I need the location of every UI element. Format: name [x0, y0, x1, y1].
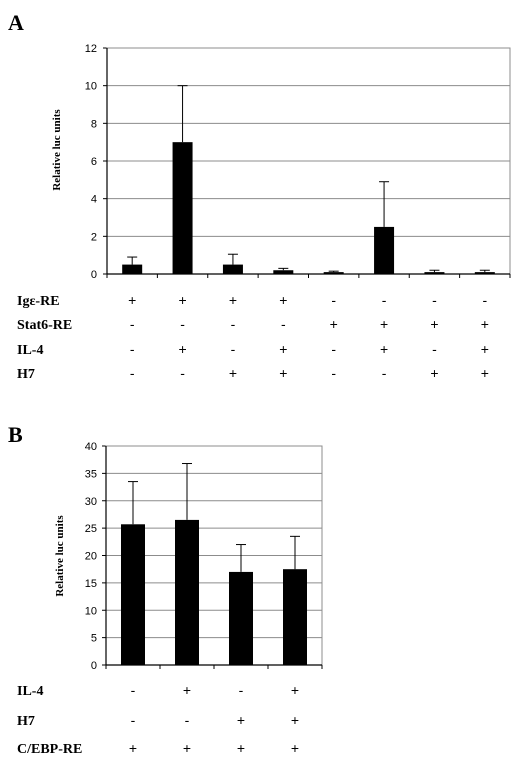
a-condition-sign: - — [130, 341, 135, 357]
a-condition-sign: + — [178, 292, 186, 308]
b-condition-label: C/EBP-RE — [17, 742, 82, 757]
b-condition-sign: + — [129, 740, 137, 756]
a-bar-1 — [122, 264, 143, 274]
a-bar-7 — [424, 272, 445, 274]
a-condition-label: Stat6-RE — [17, 318, 72, 333]
a-condition-sign: + — [128, 292, 136, 308]
b-condition-label: H7 — [17, 714, 35, 729]
a-condition-sign: - — [382, 292, 387, 308]
a-condition-label: H7 — [17, 367, 35, 382]
b-y-tick-label: 0 — [91, 660, 97, 672]
a-condition-sign: - — [482, 292, 487, 308]
a-y-tick-label: 0 — [91, 269, 97, 281]
a-y-tick-label: 4 — [91, 194, 97, 206]
panel-a-letter: A — [8, 10, 24, 35]
b-condition-sign: - — [185, 712, 190, 728]
b-condition-sign: + — [291, 740, 299, 756]
a-condition-sign: - — [231, 341, 236, 357]
a-condition-sign: + — [279, 365, 287, 381]
a-condition-sign: + — [229, 292, 237, 308]
a-condition-sign: + — [178, 341, 186, 357]
a-y-tick-label: 8 — [91, 118, 97, 130]
a-condition-sign: + — [481, 341, 489, 357]
a-condition-sign: - — [432, 292, 437, 308]
b-condition-label: IL-4 — [17, 684, 43, 699]
a-condition-sign: - — [331, 365, 336, 381]
a-bar-2 — [172, 142, 193, 274]
b-condition-sign: - — [239, 682, 244, 698]
panel-a-chart: 0 2 4 6 8 10 12 Relative luc units — [51, 43, 511, 281]
panel-a-condition-table: Igε-RE + + + + - - - - Stat6-RE - - - - + + + + IL-4 - + - + - +… — [17, 292, 489, 382]
b-y-tick-label: 15 — [85, 578, 97, 590]
a-bar-5 — [323, 272, 344, 274]
a-condition-sign: + — [279, 292, 287, 308]
a-y-tick-label: 2 — [91, 231, 97, 243]
b-bar-2 — [175, 519, 199, 665]
a-y-tick-label: 10 — [85, 81, 97, 93]
b-condition-sign: + — [237, 740, 245, 756]
a-bar-4 — [273, 270, 294, 274]
b-condition-sign: - — [131, 682, 136, 698]
a-condition-sign: + — [279, 341, 287, 357]
b-y-tick-label: 30 — [85, 496, 97, 508]
panel-b-condition-table: IL-4 - + - + H7 - - + + C/EBP-RE + + + + — [17, 682, 299, 757]
a-condition-sign: + — [481, 365, 489, 381]
a-condition-sign: - — [180, 316, 185, 332]
a-condition-sign: - — [331, 341, 336, 357]
a-condition-sign: - — [432, 341, 437, 357]
a-condition-label: Igε-RE — [17, 294, 60, 309]
b-y-tick-label: 5 — [91, 633, 97, 645]
b-condition-sign: + — [291, 682, 299, 698]
b-condition-sign: + — [183, 682, 191, 698]
a-condition-sign: + — [330, 316, 338, 332]
a-condition-sign: + — [481, 316, 489, 332]
a-condition-sign: + — [380, 341, 388, 357]
a-y-tick-label: 12 — [85, 43, 97, 55]
a-condition-sign: - — [180, 365, 185, 381]
panel-b-letter: B — [8, 422, 23, 447]
a-bar-3 — [222, 264, 243, 274]
panel-b-chart: 0 5 10 15 20 25 30 35 40 Relative luc units — [54, 441, 323, 672]
b-condition-sign: + — [183, 740, 191, 756]
b-condition-sign: - — [131, 712, 136, 728]
a-bar-6 — [374, 226, 395, 274]
a-condition-sign: + — [430, 316, 438, 332]
b-bar-1 — [121, 524, 145, 665]
a-bar-8 — [474, 272, 495, 274]
b-bar-4 — [283, 569, 307, 665]
a-y-tick-label: 6 — [91, 156, 97, 168]
a-condition-sign: - — [130, 316, 135, 332]
a-condition-sign: - — [331, 292, 336, 308]
b-y-tick-label: 40 — [85, 441, 97, 453]
a-condition-sign: + — [430, 365, 438, 381]
a-condition-sign: + — [380, 316, 388, 332]
a-condition-sign: + — [229, 365, 237, 381]
a-condition-sign: - — [382, 365, 387, 381]
b-y-tick-label: 10 — [85, 605, 97, 617]
b-y-tick-label: 20 — [85, 551, 97, 563]
b-y-axis-label: Relative luc units — [54, 515, 66, 597]
b-condition-sign: + — [237, 712, 245, 728]
a-y-axis-label: Relative luc units — [51, 109, 63, 191]
b-y-tick-label: 25 — [85, 523, 97, 535]
a-condition-sign: - — [281, 316, 286, 332]
b-y-tick-label: 35 — [85, 468, 97, 480]
a-condition-sign: - — [231, 316, 236, 332]
b-bar-3 — [229, 571, 253, 665]
a-condition-label: IL-4 — [17, 343, 43, 358]
a-condition-sign: - — [130, 365, 135, 381]
b-condition-sign: + — [291, 712, 299, 728]
